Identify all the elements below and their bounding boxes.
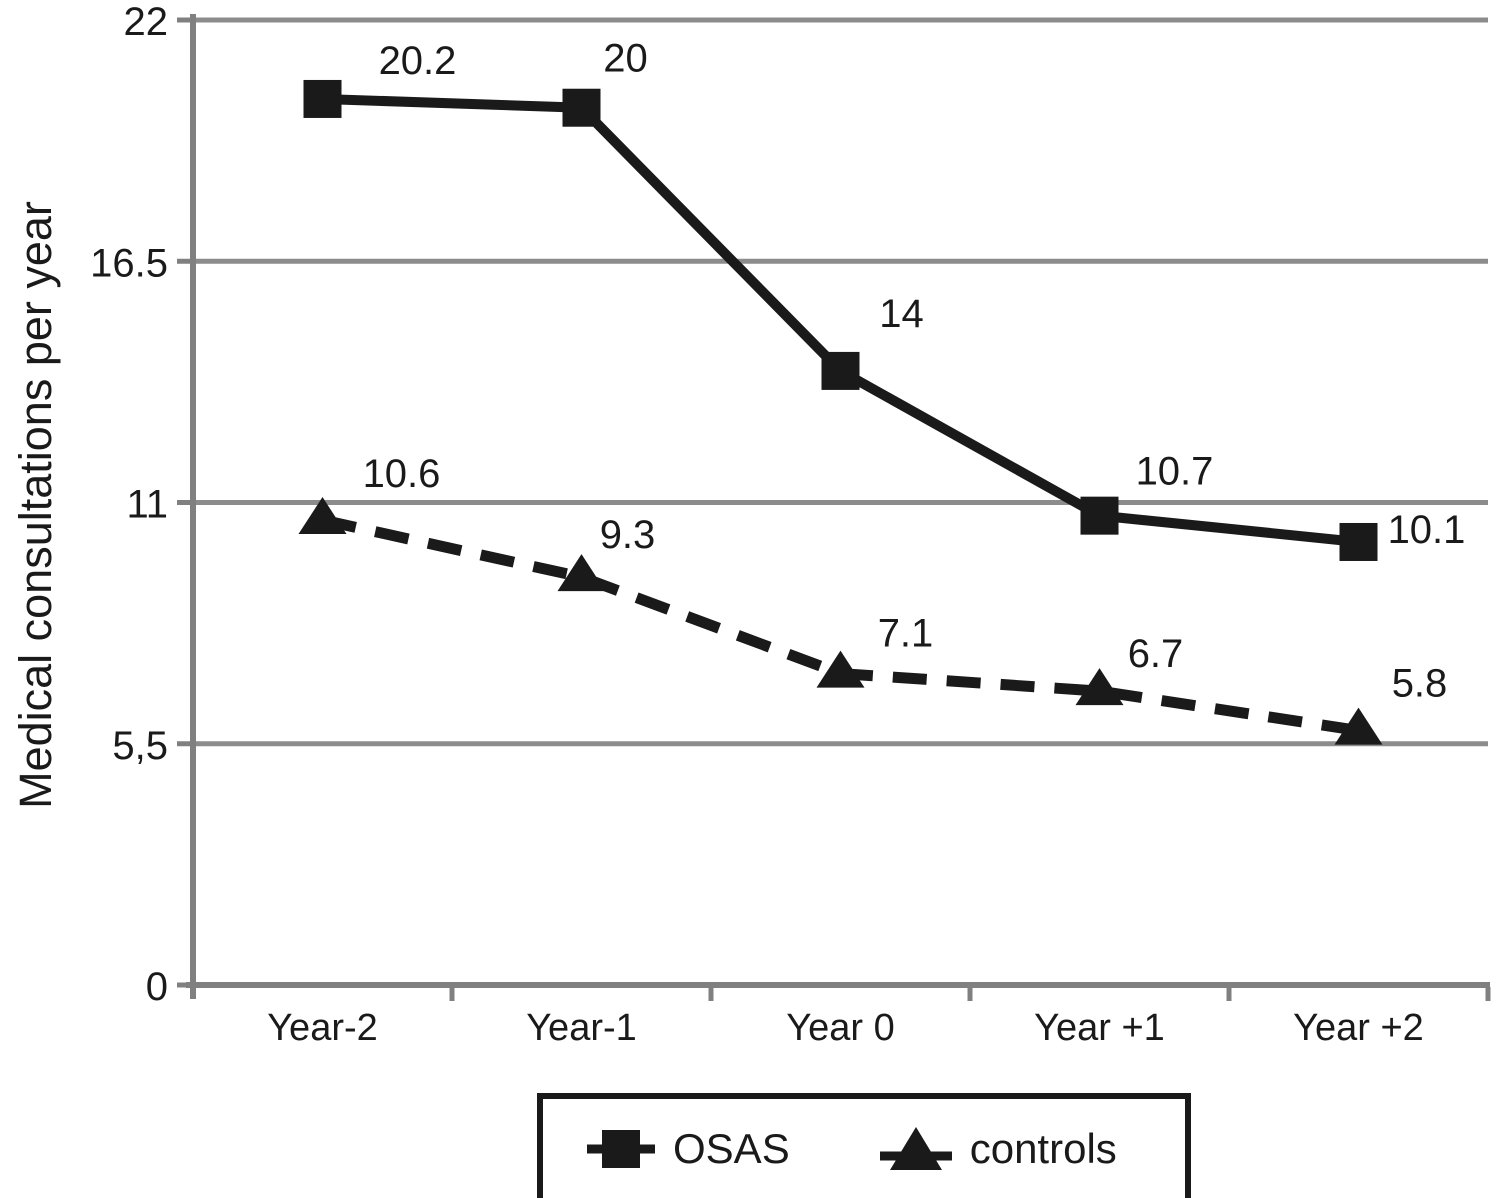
legend-label-osas: OSAS — [673, 1125, 790, 1172]
square-marker — [562, 88, 601, 127]
y-tick-label: 16.5 — [90, 241, 168, 285]
x-axis-label: Year +2 — [1293, 1007, 1424, 1049]
line-chart: 22 16.5 11 5,5 0 Year-2 Year-1 Year 0 Year +1 Yea… — [90, 0, 1491, 1049]
triangle-marker — [816, 650, 865, 688]
data-label: 10.1 — [1388, 508, 1466, 552]
legend-item-controls: controls — [879, 1125, 1117, 1172]
osas-square-marker-icon — [587, 1130, 655, 1168]
square-marker — [1339, 522, 1378, 561]
square-marker — [821, 351, 860, 390]
y-tick-label: 22 — [124, 0, 169, 44]
controls-triangle-marker-icon — [879, 1127, 952, 1170]
x-axis-label: Year-2 — [267, 1007, 378, 1049]
square-marker — [303, 79, 342, 118]
triangle-marker — [298, 497, 347, 535]
triangle-marker — [1075, 668, 1124, 706]
y-tick-label: 11 — [126, 483, 168, 527]
legend-label-controls: controls — [969, 1125, 1117, 1172]
data-label: 10.7 — [1136, 450, 1214, 494]
legend-item-osas: OSAS — [587, 1128, 790, 1170]
square-marker — [1080, 496, 1119, 535]
x-axis-label: Year +1 — [1034, 1007, 1165, 1049]
y-tick-label: 0 — [146, 965, 168, 1009]
x-axis-label: Year 0 — [786, 1007, 894, 1049]
x-axis-label: Year-1 — [526, 1007, 637, 1049]
data-label: 10.6 — [363, 452, 441, 496]
series-line-controls — [321, 514, 1360, 737]
data-label: 14 — [879, 292, 924, 336]
legend: OSAS controls — [537, 1093, 1191, 1198]
data-label: 5.8 — [1392, 662, 1448, 706]
data-label: 6.7 — [1128, 632, 1184, 676]
triangle-marker — [557, 554, 606, 592]
triangle-marker — [1334, 707, 1383, 745]
data-label: 20 — [603, 37, 648, 81]
y-tick-label: 5,5 — [112, 724, 168, 768]
data-label: 9.3 — [600, 513, 656, 557]
data-label: 7.1 — [878, 612, 934, 656]
data-label: 20.2 — [379, 39, 457, 83]
